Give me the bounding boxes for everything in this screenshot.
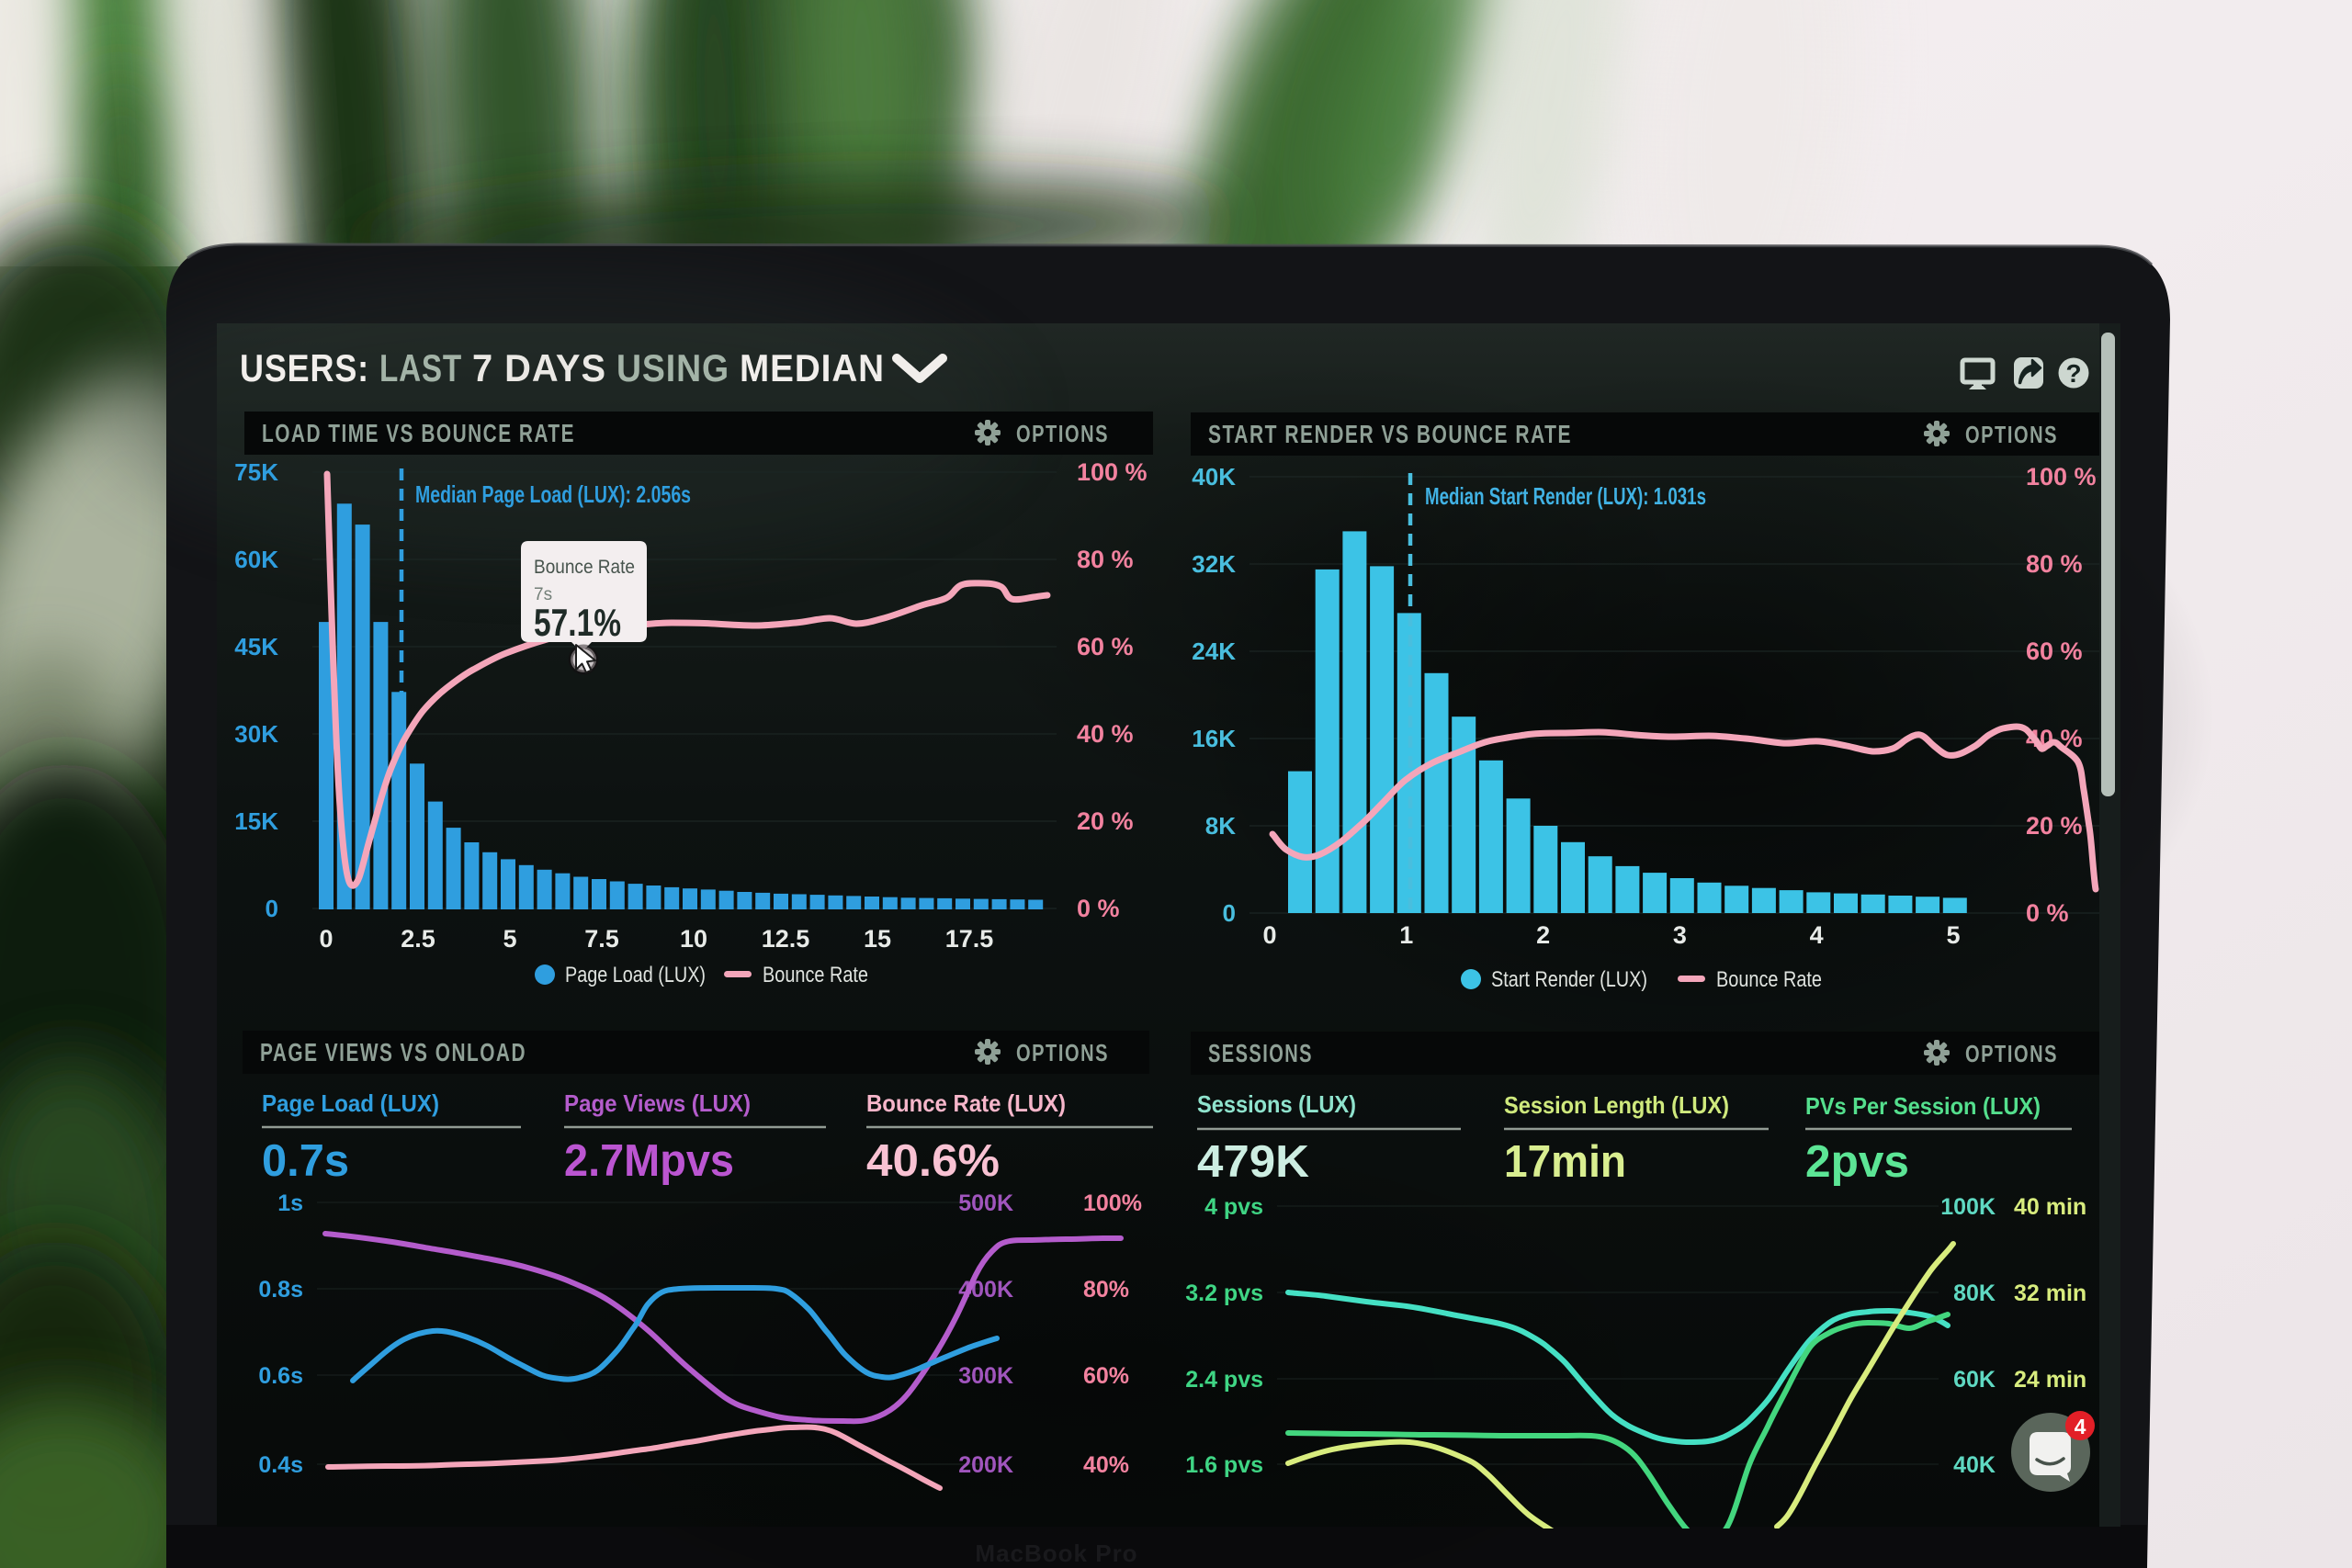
svg-text:80K: 80K xyxy=(1953,1280,1996,1306)
svg-text:24K: 24K xyxy=(1192,637,1236,665)
svg-text:4: 4 xyxy=(1810,921,1824,949)
svg-text:1.6 pvs: 1.6 pvs xyxy=(1185,1452,1263,1478)
svg-text:PVs Per Session (LUX): PVs Per Session (LUX) xyxy=(1805,1092,2041,1120)
svg-text:USERS:: USERS: xyxy=(240,346,369,389)
svg-text:32K: 32K xyxy=(1192,550,1236,578)
svg-text:0: 0 xyxy=(1262,921,1276,949)
svg-text:Bounce Rate: Bounce Rate xyxy=(1716,967,1822,992)
svg-text:4 pvs: 4 pvs xyxy=(1204,1194,1263,1220)
svg-text:3.2 pvs: 3.2 pvs xyxy=(1185,1280,1263,1306)
svg-text:0 %: 0 % xyxy=(2026,899,2069,927)
svg-text:20 %: 20 % xyxy=(2026,812,2083,840)
svg-text:OPTIONS: OPTIONS xyxy=(1016,1039,1109,1066)
svg-text:0.4s: 0.4s xyxy=(258,1452,303,1478)
svg-text:LAST: LAST xyxy=(379,346,462,389)
svg-text:2.4 pvs: 2.4 pvs xyxy=(1185,1367,1263,1393)
svg-text:2.5: 2.5 xyxy=(401,925,435,953)
svg-text:2: 2 xyxy=(1536,921,1550,949)
svg-text:100 %: 100 % xyxy=(2026,463,2097,491)
svg-text:LOAD TIME VS BOUNCE RATE: LOAD TIME VS BOUNCE RATE xyxy=(262,419,575,447)
svg-text:1: 1 xyxy=(1399,921,1413,949)
svg-text:OPTIONS: OPTIONS xyxy=(1016,420,1109,447)
svg-text:60K: 60K xyxy=(1953,1367,1996,1393)
svg-text:OPTIONS: OPTIONS xyxy=(1965,1040,2058,1067)
svg-text:12.5: 12.5 xyxy=(762,925,810,953)
svg-text:60 %: 60 % xyxy=(2026,637,2083,665)
svg-text:479K: 479K xyxy=(1197,1137,1309,1187)
svg-text:30K: 30K xyxy=(234,720,278,748)
svg-text:80%: 80% xyxy=(1083,1277,1129,1303)
svg-text:40K: 40K xyxy=(1953,1452,1996,1478)
svg-text:Bounce Rate: Bounce Rate xyxy=(763,963,868,987)
svg-text:START RENDER VS BOUNCE RATE: START RENDER VS BOUNCE RATE xyxy=(1208,420,1572,448)
svg-text:100K: 100K xyxy=(1940,1194,1996,1220)
svg-text:40.6%: 40.6% xyxy=(866,1136,1000,1186)
svg-text:40 min: 40 min xyxy=(2014,1194,2086,1220)
svg-text:17.5: 17.5 xyxy=(945,925,994,953)
svg-text:Bounce Rate (LUX): Bounce Rate (LUX) xyxy=(866,1089,1066,1117)
svg-text:40%: 40% xyxy=(1083,1452,1129,1478)
svg-text:100%: 100% xyxy=(1083,1190,1142,1216)
svg-text:40K: 40K xyxy=(1192,463,1236,491)
svg-text:SESSIONS: SESSIONS xyxy=(1208,1039,1313,1067)
svg-text:8K: 8K xyxy=(1205,812,1236,840)
svg-text:5: 5 xyxy=(503,925,516,953)
svg-text:MacBook Pro: MacBook Pro xyxy=(975,1540,1137,1567)
svg-text:7 DAYS: 7 DAYS xyxy=(472,346,606,389)
svg-text:80 %: 80 % xyxy=(2026,550,2083,578)
svg-text:USING: USING xyxy=(616,346,729,389)
svg-text:Page Load (LUX): Page Load (LUX) xyxy=(262,1089,439,1117)
svg-text:40 %: 40 % xyxy=(1077,720,1134,748)
svg-text:1s: 1s xyxy=(277,1190,303,1216)
svg-text:MEDIAN: MEDIAN xyxy=(740,346,885,389)
svg-text:0.7s: 0.7s xyxy=(262,1136,349,1186)
svg-text:10: 10 xyxy=(680,925,707,953)
svg-text:32 min: 32 min xyxy=(2014,1280,2086,1306)
svg-text:7s: 7s xyxy=(534,585,552,604)
svg-text:2pvs: 2pvs xyxy=(1805,1137,1909,1187)
svg-text:75K: 75K xyxy=(234,458,278,486)
svg-text:17min: 17min xyxy=(1504,1137,1626,1187)
svg-text:200K: 200K xyxy=(958,1452,1013,1478)
svg-text:0: 0 xyxy=(266,895,278,922)
svg-text:Session Length (LUX): Session Length (LUX) xyxy=(1504,1091,1729,1119)
svg-text:80 %: 80 % xyxy=(1077,546,1134,573)
svg-text:45K: 45K xyxy=(234,633,278,660)
svg-text:5: 5 xyxy=(1946,921,1960,949)
svg-text:300K: 300K xyxy=(958,1363,1013,1389)
svg-text:60K: 60K xyxy=(234,546,278,573)
svg-text:?: ? xyxy=(2065,359,2081,388)
svg-text:16K: 16K xyxy=(1192,725,1236,752)
svg-text:20 %: 20 % xyxy=(1077,807,1134,835)
svg-text:Median Start Render (LUX): 1.0: Median Start Render (LUX): 1.031s xyxy=(1425,482,1706,510)
svg-text:Median Page Load (LUX): 2.056s: Median Page Load (LUX): 2.056s xyxy=(415,480,691,508)
svg-text:7.5: 7.5 xyxy=(584,925,619,953)
svg-text:15: 15 xyxy=(864,925,891,953)
svg-text:Page Load (LUX): Page Load (LUX) xyxy=(565,963,706,987)
svg-text:Start Render (LUX): Start Render (LUX) xyxy=(1491,967,1647,992)
svg-text:0: 0 xyxy=(1223,899,1236,927)
svg-text:2.7Mpvs: 2.7Mpvs xyxy=(564,1136,734,1186)
svg-text:0.8s: 0.8s xyxy=(258,1277,303,1303)
svg-text:Bounce Rate: Bounce Rate xyxy=(534,557,635,578)
svg-text:60%: 60% xyxy=(1083,1363,1129,1389)
svg-text:15K: 15K xyxy=(234,807,278,835)
svg-text:0 %: 0 % xyxy=(1077,895,1120,922)
svg-text:OPTIONS: OPTIONS xyxy=(1965,421,2058,448)
svg-text:24 min: 24 min xyxy=(2014,1367,2086,1393)
svg-text:4: 4 xyxy=(2075,1415,2086,1438)
svg-text:0: 0 xyxy=(319,925,333,953)
svg-text:3: 3 xyxy=(1673,921,1687,949)
svg-text:Sessions (LUX): Sessions (LUX) xyxy=(1197,1090,1356,1118)
svg-text:0.6s: 0.6s xyxy=(258,1363,303,1389)
svg-text:57.1%: 57.1% xyxy=(534,601,621,644)
svg-text:500K: 500K xyxy=(958,1190,1013,1216)
svg-text:100 %: 100 % xyxy=(1077,458,1148,486)
svg-text:PAGE VIEWS VS ONLOAD: PAGE VIEWS VS ONLOAD xyxy=(260,1038,526,1066)
svg-text:60 %: 60 % xyxy=(1077,633,1134,660)
svg-text:Page Views (LUX): Page Views (LUX) xyxy=(564,1089,751,1117)
